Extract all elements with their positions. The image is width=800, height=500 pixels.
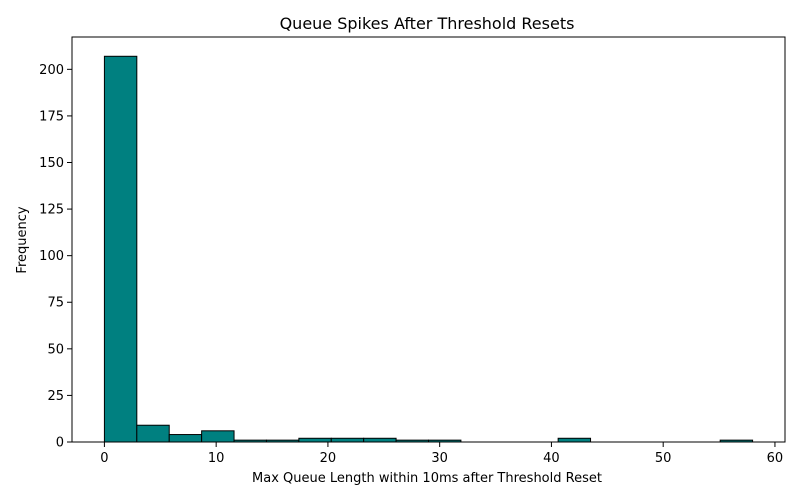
y-tick-label: 200 <box>39 63 64 78</box>
x-tick-label: 40 <box>543 451 560 466</box>
x-tick-label: 20 <box>320 451 337 466</box>
histogram-bar <box>201 430 235 443</box>
y-tick-label: 75 <box>47 296 64 311</box>
chart-title: Queue Spikes After Threshold Resets <box>280 14 575 33</box>
histogram-bar <box>363 437 397 443</box>
y-axis-title: Frequency <box>15 206 30 273</box>
histogram-bar <box>298 437 332 443</box>
x-tick-label: 50 <box>655 451 672 466</box>
x-tick-label: 30 <box>431 451 448 466</box>
plot-frame <box>71 36 786 443</box>
histogram-bar <box>103 55 138 443</box>
x-tick-label: 0 <box>100 451 108 466</box>
y-tick-label: 100 <box>39 249 64 264</box>
y-axis: 0 25 50 75 100 125 150 175 200 <box>39 63 72 451</box>
x-tick-label: 60 <box>767 451 784 466</box>
x-axis-title: Max Queue Length within 10ms after Thres… <box>252 471 602 486</box>
y-tick-label: 175 <box>39 109 64 124</box>
y-tick-label: 25 <box>47 389 64 404</box>
histogram-bar <box>330 437 365 443</box>
histogram-bar <box>168 434 203 443</box>
y-tick-label: 125 <box>39 203 64 218</box>
y-tick-label: 0 <box>56 436 64 451</box>
histogram-bar <box>557 437 592 443</box>
x-axis: 0 10 20 30 40 50 60 <box>100 442 783 466</box>
y-tick-label: 150 <box>39 156 64 171</box>
x-tick-label: 10 <box>208 451 225 466</box>
bars-group <box>103 55 754 443</box>
histogram-bar <box>136 424 170 443</box>
y-tick-label: 50 <box>47 342 64 357</box>
